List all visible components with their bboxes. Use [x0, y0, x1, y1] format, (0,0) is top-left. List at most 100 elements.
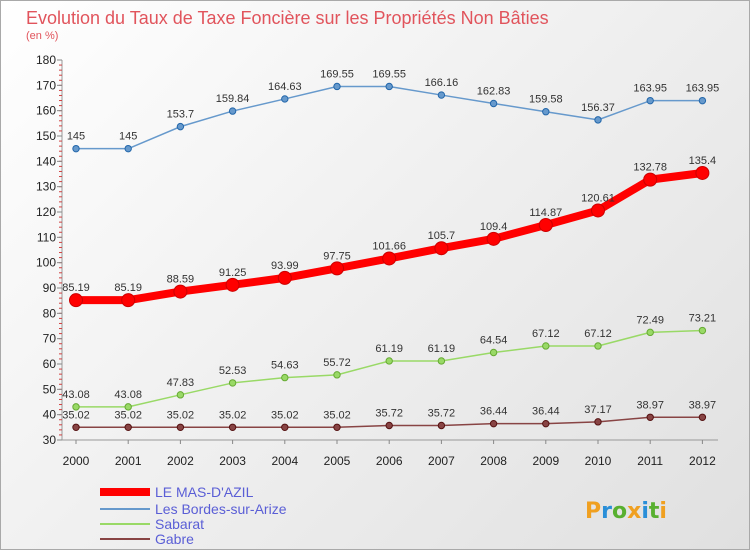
legend-label: LE MAS-D'AZIL [155, 484, 254, 500]
data-point [385, 82, 393, 91]
data-point [591, 203, 605, 218]
x-tick-label: 2007 [428, 454, 455, 468]
data-point [489, 419, 498, 428]
x-tick-label: 2003 [219, 454, 246, 468]
data-point [72, 403, 80, 411]
data-label: 67.12 [584, 328, 612, 340]
data-point [385, 421, 393, 430]
data-point [385, 357, 393, 365]
x-tick-label: 2000 [63, 454, 90, 468]
data-label: 163.95 [686, 83, 720, 95]
data-label: 35.02 [114, 409, 142, 421]
x-tick-label: 2006 [376, 454, 403, 468]
plot-area: 35.02 35.02 35.02 35.02 35.02 35.02 35.72 35.72… [62, 68, 720, 431]
data-point [225, 277, 240, 292]
data-label: 35.02 [271, 409, 299, 421]
data-label: 35.72 [375, 408, 403, 420]
data-label: 109.4 [480, 221, 508, 233]
y-tick-label: 140 [36, 154, 56, 168]
y-tick-label: 170 [36, 78, 56, 92]
data-label: 159.84 [216, 93, 250, 105]
data-label: 153.7 [167, 109, 195, 121]
data-point [437, 421, 446, 430]
data-label: 162.83 [477, 85, 511, 97]
data-point [228, 379, 237, 387]
x-tick-label: 2009 [532, 454, 559, 468]
x-tick-label: 2004 [271, 454, 298, 468]
logo-letter: t [649, 499, 660, 524]
data-point [382, 251, 397, 266]
y-tick-label: 180 [36, 53, 56, 67]
data-point [228, 423, 237, 431]
data-point [643, 172, 658, 187]
data-point [542, 108, 550, 116]
data-point [281, 373, 289, 382]
data-point [542, 342, 550, 350]
data-label: 91.25 [219, 267, 247, 279]
data-point [437, 357, 446, 365]
data-label: 166.16 [425, 77, 459, 89]
data-label: 61.19 [428, 343, 456, 355]
data-point [698, 413, 707, 421]
data-label: 37.17 [584, 404, 612, 416]
data-label: 35.02 [62, 409, 90, 421]
data-label: 47.83 [167, 377, 195, 389]
legend-label: Gabre [155, 531, 194, 547]
y-tick-label: 160 [36, 104, 56, 118]
x-tick-label: 2001 [115, 454, 142, 468]
y-tick-label: 40 [43, 408, 57, 422]
data-label: 169.55 [372, 68, 406, 80]
y-tick-label: 90 [43, 281, 57, 295]
y-tick-label: 50 [43, 382, 57, 396]
data-label: 159.58 [529, 94, 563, 106]
data-label: 105.7 [428, 230, 456, 242]
data-point [176, 122, 185, 131]
x-tick-label: 2012 [689, 454, 716, 468]
logo-letter: i [641, 499, 649, 524]
x-tick-label: 2008 [480, 454, 507, 468]
logo-letter: o [612, 499, 627, 524]
data-point [333, 371, 341, 379]
data-point [698, 96, 707, 105]
data-point [72, 423, 80, 431]
y-tick-label: 110 [37, 230, 56, 244]
data-label: 164.63 [268, 81, 302, 93]
logo-letter: r [601, 499, 612, 524]
data-point [594, 342, 602, 350]
legend-label: Les Bordes-sur-Arize [155, 501, 287, 517]
data-point [486, 231, 501, 246]
y-tick-label: 30 [43, 433, 57, 447]
data-point [646, 96, 654, 105]
x-tick-label: 2010 [585, 454, 612, 468]
data-point [489, 99, 498, 108]
data-label: 163.95 [633, 83, 667, 95]
data-label: 88.59 [167, 274, 195, 286]
data-label: 43.08 [62, 389, 90, 401]
data-point [698, 326, 707, 335]
data-point [538, 217, 553, 232]
data-label: 38.97 [636, 399, 664, 411]
data-point [646, 328, 654, 337]
data-point [69, 293, 83, 308]
data-label: 43.08 [114, 389, 142, 401]
data-label: 114.87 [529, 207, 562, 219]
data-label: 67.12 [532, 328, 560, 340]
data-point [594, 116, 602, 124]
data-point [121, 293, 136, 308]
y-tick-label: 80 [43, 306, 57, 320]
data-label: 54.63 [271, 360, 299, 372]
y-tick-label: 130 [36, 180, 56, 194]
y-tick-label: 100 [36, 256, 56, 270]
data-label: 55.72 [323, 357, 351, 369]
data-point [228, 107, 237, 115]
data-label: 73.21 [689, 313, 717, 325]
data-label: 93.99 [271, 260, 299, 272]
data-point [333, 82, 341, 91]
chart-subtitle: (en %) [26, 30, 58, 42]
data-label: 52.53 [219, 365, 247, 377]
data-point [695, 165, 710, 180]
data-label: 85.19 [114, 282, 142, 294]
